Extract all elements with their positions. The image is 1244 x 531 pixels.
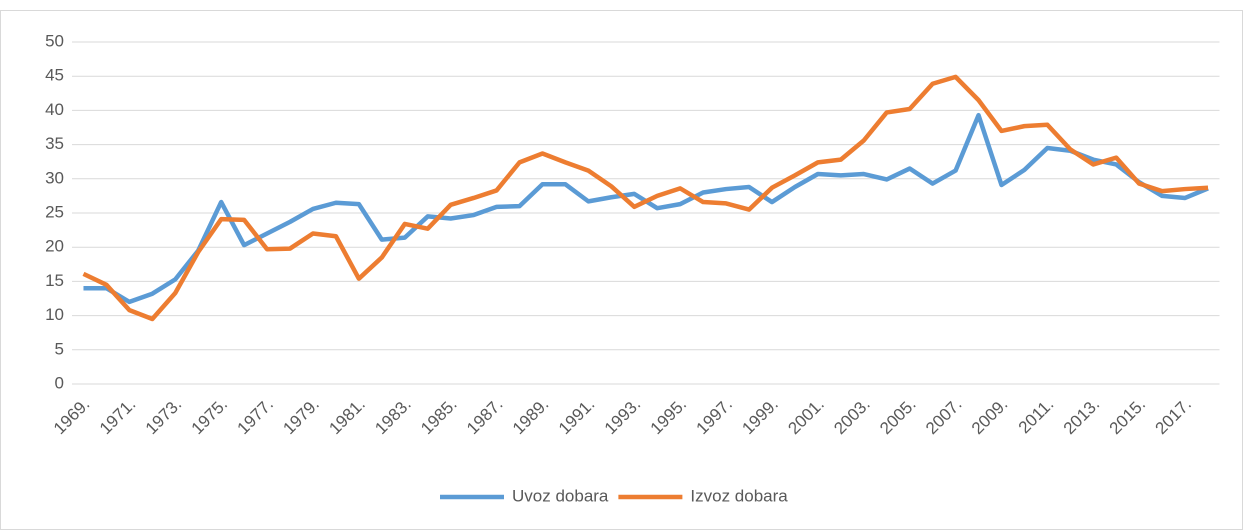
y-tick-label: 45 <box>45 66 64 85</box>
y-tick-label: 25 <box>45 202 64 221</box>
y-tick-label: 0 <box>55 373 64 392</box>
y-tick-label: 30 <box>45 168 64 187</box>
y-tick-label: 50 <box>45 31 64 50</box>
y-tick-label: 40 <box>45 100 64 119</box>
y-tick-label: 35 <box>45 134 64 153</box>
series-line <box>82 74 1209 322</box>
legend-label: Uvoz dobara <box>512 486 609 505</box>
chart-border <box>0 10 1243 530</box>
legend-label: Izvoz dobara <box>690 486 788 505</box>
y-tick-label: 20 <box>45 237 64 256</box>
y-tick-label: 10 <box>45 305 64 324</box>
y-tick-label: 15 <box>45 271 64 290</box>
y-tick-label: 5 <box>55 339 64 358</box>
